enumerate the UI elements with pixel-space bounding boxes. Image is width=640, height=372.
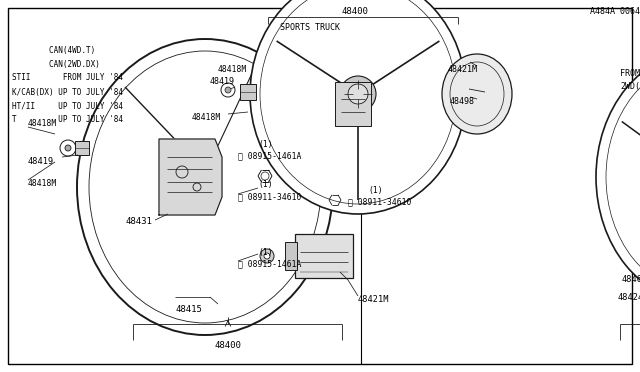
Text: Ⓝ 08911-34610: Ⓝ 08911-34610 (348, 198, 412, 206)
Text: Ⓝ 08911-34610: Ⓝ 08911-34610 (238, 192, 301, 202)
Bar (335, 82, 371, 126)
Text: STII       FROM JULY '84: STII FROM JULY '84 (12, 74, 123, 83)
Ellipse shape (596, 52, 640, 302)
Ellipse shape (60, 140, 76, 156)
Text: 48421M: 48421M (448, 65, 478, 74)
Text: 48415: 48415 (175, 305, 202, 314)
Ellipse shape (442, 54, 512, 134)
Ellipse shape (340, 76, 376, 112)
Text: 2WD(K/CAB.GL): 2WD(K/CAB.GL) (620, 83, 640, 92)
Text: 48400: 48400 (214, 340, 241, 350)
Text: 48431: 48431 (125, 218, 152, 227)
Text: (1): (1) (258, 247, 273, 257)
Text: FROM NOV.'82 TO JULY '84: FROM NOV.'82 TO JULY '84 (620, 70, 640, 78)
Ellipse shape (250, 0, 466, 214)
Text: 48463F: 48463F (622, 276, 640, 285)
Ellipse shape (260, 0, 456, 204)
Ellipse shape (221, 83, 235, 97)
Ellipse shape (260, 249, 274, 263)
Text: Ⓢ 08915-1461A: Ⓢ 08915-1461A (238, 260, 301, 269)
Ellipse shape (264, 253, 270, 259)
Text: 48418M: 48418M (192, 112, 221, 122)
Text: 48400: 48400 (342, 7, 369, 16)
Ellipse shape (348, 84, 368, 104)
Text: 48418M: 48418M (28, 180, 57, 189)
Text: HT/II     UP TO JULY '84: HT/II UP TO JULY '84 (12, 102, 123, 110)
Text: 48418M: 48418M (218, 65, 247, 74)
Text: 48498: 48498 (450, 97, 475, 106)
Text: (1): (1) (368, 186, 383, 195)
Bar (240, 84, 256, 100)
Text: 48419: 48419 (28, 157, 54, 167)
Ellipse shape (450, 62, 504, 126)
Text: 48419: 48419 (210, 77, 235, 87)
Ellipse shape (65, 145, 71, 151)
Ellipse shape (89, 51, 321, 323)
Text: T         UP TO JULY '84: T UP TO JULY '84 (12, 115, 123, 125)
Text: CAN(4WD.T): CAN(4WD.T) (12, 45, 95, 55)
Text: 48424: 48424 (618, 292, 640, 301)
Text: (1): (1) (258, 140, 273, 148)
Ellipse shape (225, 87, 231, 93)
Text: A484A 0064: A484A 0064 (590, 7, 640, 16)
Bar (295, 234, 353, 278)
Polygon shape (159, 139, 222, 215)
Ellipse shape (77, 39, 333, 335)
Text: (1): (1) (258, 180, 273, 189)
Text: K/CAB(DX) UP TO JULY '84: K/CAB(DX) UP TO JULY '84 (12, 87, 123, 96)
Text: CAN(2WD.DX): CAN(2WD.DX) (12, 60, 100, 68)
Text: 48418M: 48418M (28, 119, 57, 128)
Text: SPORTS TRUCK: SPORTS TRUCK (280, 22, 340, 32)
Text: 48421M: 48421M (358, 295, 390, 305)
Bar (285, 242, 297, 270)
Bar (75, 141, 89, 155)
Ellipse shape (606, 62, 640, 292)
Text: Ⓢ 08915-1461A: Ⓢ 08915-1461A (238, 151, 301, 160)
